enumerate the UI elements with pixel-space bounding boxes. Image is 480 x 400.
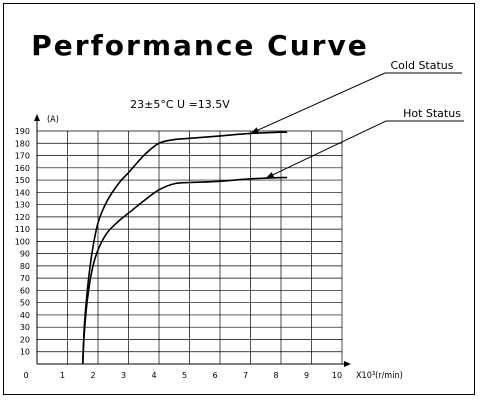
y-tick-20: 20 bbox=[20, 335, 30, 344]
x-tick-labels: 0 1 2 3 4 5 6 7 8 9 10 bbox=[23, 371, 342, 380]
y-tick-labels: 10 20 30 40 50 60 70 80 90 100 110 120 130 140 150 160 1… bbox=[15, 127, 30, 357]
series-line-0 bbox=[81, 131, 288, 365]
x-tick-1: 1 bbox=[60, 371, 65, 380]
axes bbox=[34, 114, 351, 367]
y-tick-190: 190 bbox=[15, 127, 30, 136]
test-condition: 23±5°C U =13.5V bbox=[130, 98, 230, 111]
legend-label-0: Cold Status bbox=[391, 59, 454, 72]
y-tick-180: 180 bbox=[15, 139, 30, 148]
grid bbox=[37, 130, 343, 364]
y-tick-70: 70 bbox=[20, 274, 30, 283]
legend-leader-0 bbox=[250, 72, 386, 134]
legend: Cold Status Hot Status bbox=[250, 59, 464, 179]
y-tick-170: 170 bbox=[15, 152, 30, 161]
chart-title: Performance Curve bbox=[31, 29, 368, 62]
y-axis-arrow bbox=[34, 114, 40, 121]
y-tick-140: 140 bbox=[15, 188, 30, 197]
y-tick-60: 60 bbox=[20, 286, 30, 295]
y-tick-130: 130 bbox=[15, 201, 30, 210]
y-tick-120: 120 bbox=[15, 213, 30, 222]
y-axis-label: (A) bbox=[47, 115, 59, 125]
y-tick-30: 30 bbox=[20, 323, 30, 332]
x-tick-3: 3 bbox=[121, 371, 126, 380]
y-tick-160: 160 bbox=[15, 164, 30, 173]
x-tick-9: 9 bbox=[304, 371, 309, 380]
x-axis-label: X10³(r/min) bbox=[356, 371, 403, 381]
x-tick-6: 6 bbox=[212, 371, 217, 380]
legend-label-1: Hot Status bbox=[403, 107, 461, 120]
y-tick-50: 50 bbox=[20, 299, 30, 308]
x-tick-7: 7 bbox=[243, 371, 248, 380]
legend-arrow-1 bbox=[265, 172, 275, 179]
x-tick-5: 5 bbox=[182, 371, 187, 380]
series-lines bbox=[81, 131, 288, 365]
y-tick-150: 150 bbox=[15, 176, 30, 185]
x-tick-4: 4 bbox=[151, 371, 156, 380]
x-tick-2: 2 bbox=[90, 371, 95, 380]
x-axis-arrow bbox=[344, 361, 351, 367]
legend-leader-1 bbox=[265, 120, 387, 179]
series-line-1 bbox=[81, 176, 288, 365]
y-tick-10: 10 bbox=[20, 348, 30, 357]
y-tick-40: 40 bbox=[20, 311, 30, 320]
y-tick-100: 100 bbox=[15, 237, 30, 246]
x-tick-0: 0 bbox=[23, 371, 28, 380]
legend-arrow-0 bbox=[250, 127, 260, 134]
x-tick-10: 10 bbox=[332, 371, 342, 380]
chart-frame bbox=[3, 3, 475, 395]
y-tick-80: 80 bbox=[20, 262, 30, 271]
x-tick-8: 8 bbox=[273, 371, 278, 380]
y-tick-110: 110 bbox=[15, 225, 30, 234]
y-tick-90: 90 bbox=[20, 250, 30, 259]
